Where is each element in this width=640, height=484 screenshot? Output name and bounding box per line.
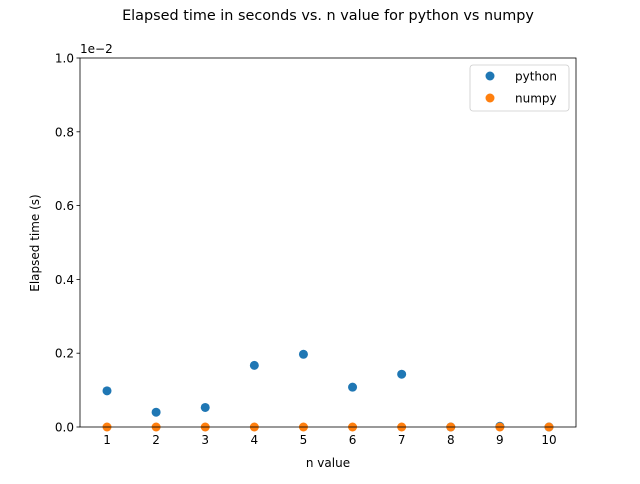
legend-label-numpy: numpy — [515, 92, 557, 106]
y-tick-label: 1.0 — [55, 52, 74, 66]
plot-area: 1 2 3 4 5 6 7 8 9 10 0.0 0.2 0.4 0.6 0.8 1.0 — [55, 52, 577, 447]
x-axis-label: n value — [306, 456, 350, 470]
y-axis-label: Elapsed time (s) — [28, 194, 42, 292]
data-point-python — [397, 369, 407, 379]
y-tick-label: 0.2 — [55, 347, 74, 361]
y-tick-label: 0.4 — [55, 273, 74, 287]
x-tick-label: 10 — [541, 433, 556, 447]
x-tick-label: 1 — [103, 433, 111, 447]
x-tick-label: 3 — [201, 433, 209, 447]
data-point-python — [298, 349, 308, 359]
legend-box — [469, 64, 570, 112]
chart-title: Elapsed time in seconds vs. n value for … — [122, 8, 534, 24]
data-point-python — [102, 386, 112, 396]
y-axis-offset-label: 1e−2 — [80, 42, 113, 56]
y-tick-label: 0.6 — [55, 199, 74, 213]
legend-label-python: python — [515, 70, 557, 84]
data-point-python — [249, 360, 259, 370]
x-tick-label: 5 — [300, 433, 308, 447]
x-tick-label: 4 — [251, 433, 259, 447]
x-tick-label: 8 — [447, 433, 455, 447]
legend-marker-python — [485, 71, 495, 81]
x-tick-label: 7 — [398, 433, 406, 447]
axes-frame — [79, 57, 577, 428]
y-tick-label: 0.8 — [55, 125, 74, 139]
data-point-python — [348, 382, 358, 392]
data-point-python — [200, 402, 210, 412]
legend: python numpy — [469, 64, 570, 112]
x-tick-label: 6 — [349, 433, 357, 447]
x-tick-label: 2 — [152, 433, 160, 447]
data-point-python — [151, 407, 161, 417]
y-tick-label: 0.0 — [55, 421, 74, 435]
legend-marker-numpy — [485, 93, 495, 103]
x-tick-label: 9 — [496, 433, 504, 447]
